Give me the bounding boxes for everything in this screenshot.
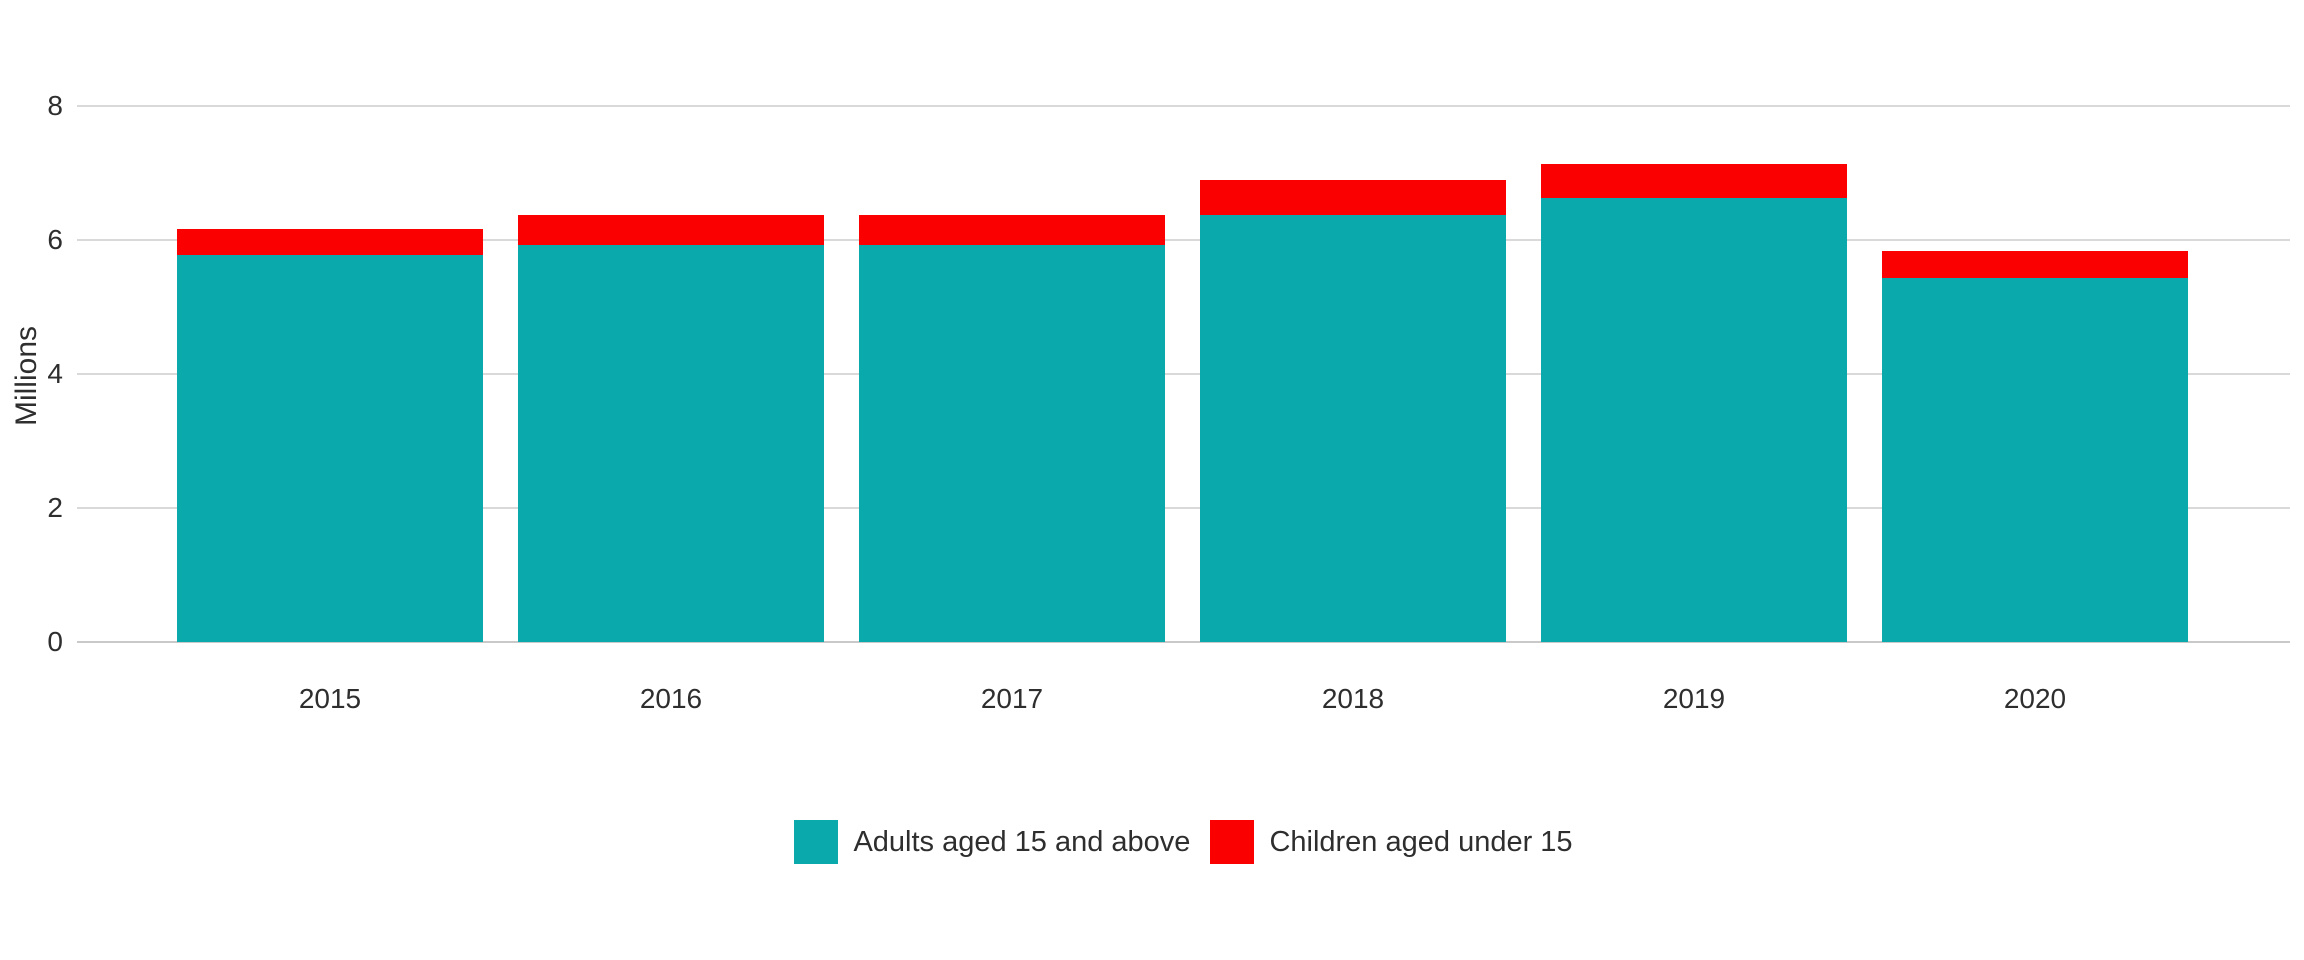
y-tick-label-8: 8	[47, 90, 63, 121]
legend: Adults aged 15 and above Children aged un…	[77, 820, 2290, 864]
x-tick-label-2020: 2020	[2003, 683, 2067, 714]
gridline-6	[77, 239, 2290, 241]
bar-2019-children-segment[interactable]	[1541, 163, 1847, 199]
bar-2015-adults-segment[interactable]	[177, 254, 483, 642]
legend-label-adults: Adults aged 15 and above	[853, 825, 1191, 858]
gridline-8	[77, 105, 2290, 107]
x-tick-label-2017: 2017	[980, 683, 1044, 714]
bar-2020-adults-segment[interactable]	[1882, 277, 2188, 642]
legend-item-adults[interactable]: Adults aged 15 and above	[794, 820, 1190, 864]
y-axis-title: Millions	[10, 325, 43, 427]
bar-2019-adults-segment[interactable]	[1541, 198, 1847, 642]
bar-2016-children-segment[interactable]	[518, 215, 824, 246]
x-tick-label-2015: 2015	[298, 683, 362, 714]
y-tick-label-6: 6	[47, 224, 63, 255]
gridline-4	[77, 373, 2290, 375]
y-tick-label-4: 4	[47, 358, 63, 389]
x-tick-label-2019: 2019	[1662, 683, 1726, 714]
x-axis-line	[77, 641, 2290, 643]
y-tick-label-2: 2	[47, 492, 63, 523]
y-tick-label-0: 0	[47, 626, 63, 657]
x-tick-label-2018: 2018	[1321, 683, 1385, 714]
gridline-2	[77, 507, 2290, 509]
bar-2018-children-segment[interactable]	[1200, 180, 1506, 215]
bar-2017-adults-segment[interactable]	[859, 245, 1165, 642]
legend-label-children: Children aged under 15	[1269, 825, 1573, 858]
x-tick-label-2016: 2016	[639, 683, 703, 714]
bar-2020-children-segment[interactable]	[1882, 250, 2188, 278]
legend-item-children[interactable]: Children aged under 15	[1210, 820, 1573, 864]
bar-2018-adults-segment[interactable]	[1200, 214, 1506, 642]
legend-swatch-children-icon	[1210, 820, 1255, 864]
bar-2017-children-segment[interactable]	[859, 215, 1165, 246]
legend-swatch-adults-icon	[794, 820, 839, 864]
bar-2015-children-segment[interactable]	[177, 228, 483, 255]
bar-2016-adults-segment[interactable]	[518, 245, 824, 642]
